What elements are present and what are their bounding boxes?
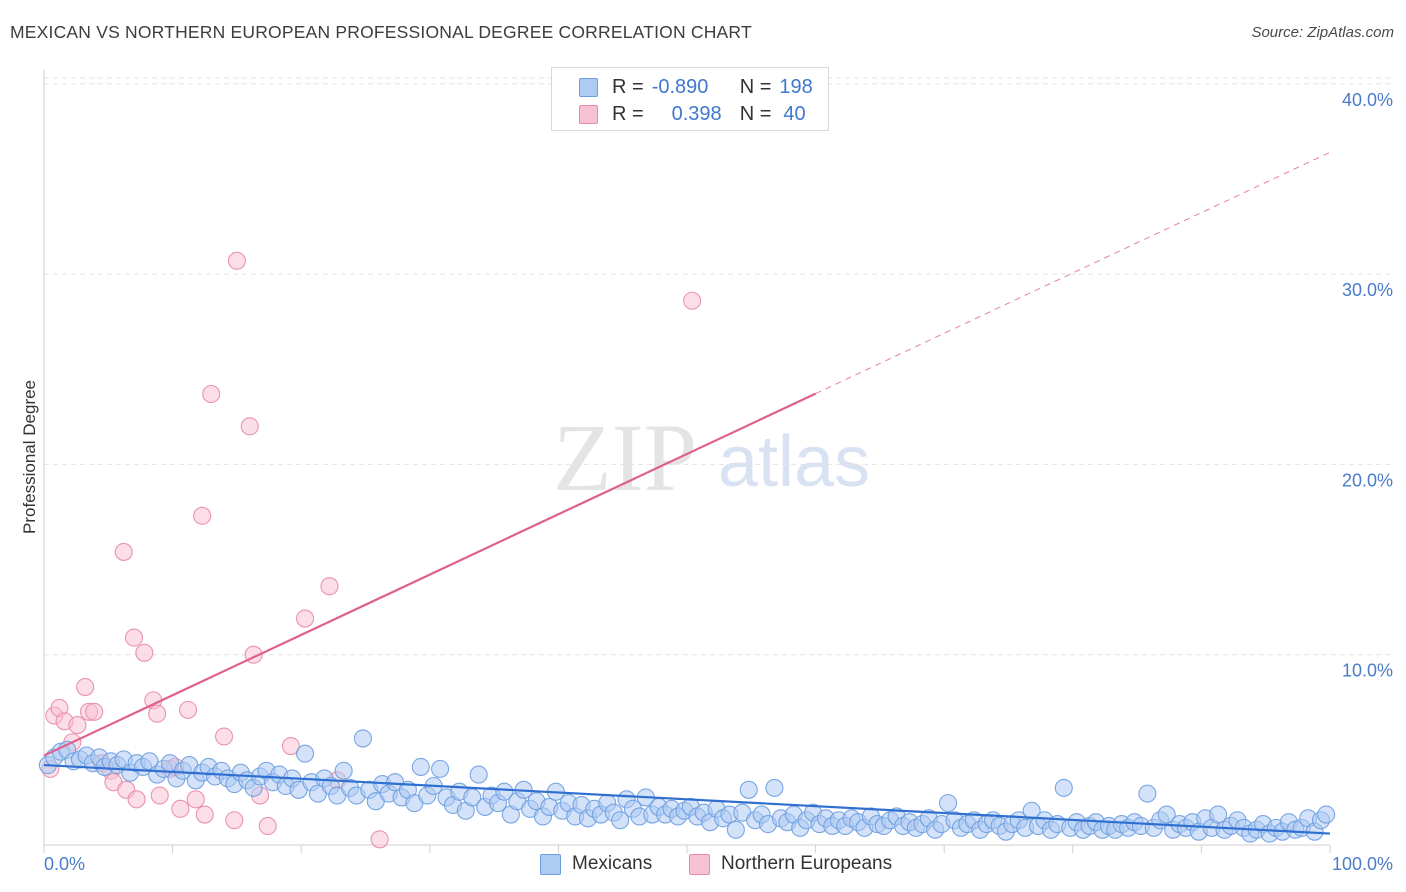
northern-europeans-point	[296, 609, 315, 628]
mexicans-point	[765, 778, 784, 797]
northern-europeans-point	[148, 704, 167, 723]
northern-europeans-point	[202, 384, 221, 404]
chart-source: Source: ZipAtlas.com	[1251, 24, 1394, 41]
chart-title: MEXICAN VS NORTHERN EUROPEAN PROFESSIONA…	[10, 22, 752, 42]
y-tick-label: 20.0%	[1342, 470, 1393, 490]
y-tick-label: 10.0%	[1342, 661, 1393, 681]
n-value: 40	[783, 102, 806, 125]
mexicans-point	[1022, 801, 1041, 820]
n-value: 198	[779, 75, 813, 98]
mexicans-point	[1317, 805, 1336, 824]
northern-europeans-point	[85, 702, 104, 721]
x-tick-label: 0.0%	[44, 854, 85, 874]
mexicans-point	[1209, 805, 1228, 824]
northern-europeans-trend-extension	[815, 151, 1331, 395]
watermark-atlas: atlas	[718, 422, 870, 502]
northern-europeans-trend-line	[43, 392, 817, 757]
mexicans-legend-swatch	[540, 853, 561, 875]
mexicans-point	[1157, 805, 1176, 824]
legend-row-northern-europeans: R = 0.398 N = 40	[552, 101, 806, 127]
mexicans-point	[469, 765, 488, 784]
watermark-zip: ZIP	[553, 404, 697, 511]
trend-lines	[43, 151, 1331, 835]
northern-europeans-point	[114, 542, 133, 561]
mexicans-point	[726, 820, 745, 839]
mexicans-point	[353, 729, 372, 748]
northern-europeans-point	[76, 678, 95, 697]
northern-europeans-point	[193, 506, 212, 525]
northern-europeans-point	[227, 251, 246, 270]
northern-europeans-point	[258, 816, 277, 836]
x-tick-label: 100.0%	[1332, 854, 1393, 874]
watermark: ZIP atlas	[553, 404, 870, 511]
northern-europeans-point	[214, 727, 234, 746]
n-label: N =	[739, 75, 772, 98]
mexicans-points	[38, 729, 1336, 843]
northern-europeans-point	[320, 577, 339, 596]
northern-europeans-legend-swatch	[689, 853, 710, 875]
mexicans-point	[611, 811, 630, 830]
northern-europeans-swatch	[579, 104, 598, 124]
northern-europeans-point	[150, 786, 169, 805]
mexicans-point	[334, 761, 353, 780]
y-tick-label: 30.0%	[1342, 280, 1393, 300]
northern-europeans-point	[281, 736, 300, 756]
legend-row-mexicans: R = -0.890 N = 198	[552, 74, 813, 100]
northern-europeans-legend-label: Northern Europeans	[721, 853, 893, 874]
northern-europeans-point	[127, 790, 146, 809]
r-value: -0.890	[651, 75, 709, 98]
northern-europeans-point	[195, 805, 214, 824]
mexicans-point	[1138, 784, 1157, 803]
legend-item-mexicans: Mexicans	[540, 851, 652, 877]
tick-labels: 10.0% 20.0% 30.0% 40.0% 0.0% 100.0%	[44, 90, 1393, 874]
northern-europeans-point	[225, 811, 244, 830]
mexicans-point	[739, 780, 758, 799]
northern-europeans-point	[135, 643, 154, 662]
northern-europeans-point	[68, 716, 87, 735]
mexicans-trend-line	[43, 763, 1331, 835]
northern-europeans-point	[124, 628, 144, 647]
n-label: N =	[739, 102, 772, 125]
legend-item-northern-europeans: Northern Europeans	[689, 851, 892, 877]
northern-europeans-point	[370, 830, 389, 849]
northern-europeans-point	[683, 291, 702, 310]
mexicans-point	[296, 744, 315, 763]
mexicans-point	[939, 794, 958, 813]
r-label: R =	[612, 75, 644, 98]
northern-europeans-point	[186, 790, 205, 809]
northern-europeans-point	[171, 799, 190, 818]
mexicans-legend-label: Mexicans	[572, 853, 653, 874]
r-label: R =	[612, 102, 644, 125]
northern-europeans-point	[240, 417, 259, 436]
mexicans-point	[411, 757, 430, 777]
mexicans-point	[495, 782, 514, 801]
axes	[43, 70, 1331, 853]
mexicans-swatch	[579, 77, 598, 97]
northern-europeans-point	[178, 700, 198, 719]
y-tick-label: 40.0%	[1342, 90, 1393, 110]
gridlines	[44, 77, 1392, 656]
r-value: 0.398	[671, 102, 722, 125]
correlation-legend: R = -0.890 N = 198 R = 0.398 N = 40	[551, 67, 829, 131]
mexicans-point	[1054, 778, 1073, 797]
mexicans-point	[431, 759, 450, 778]
